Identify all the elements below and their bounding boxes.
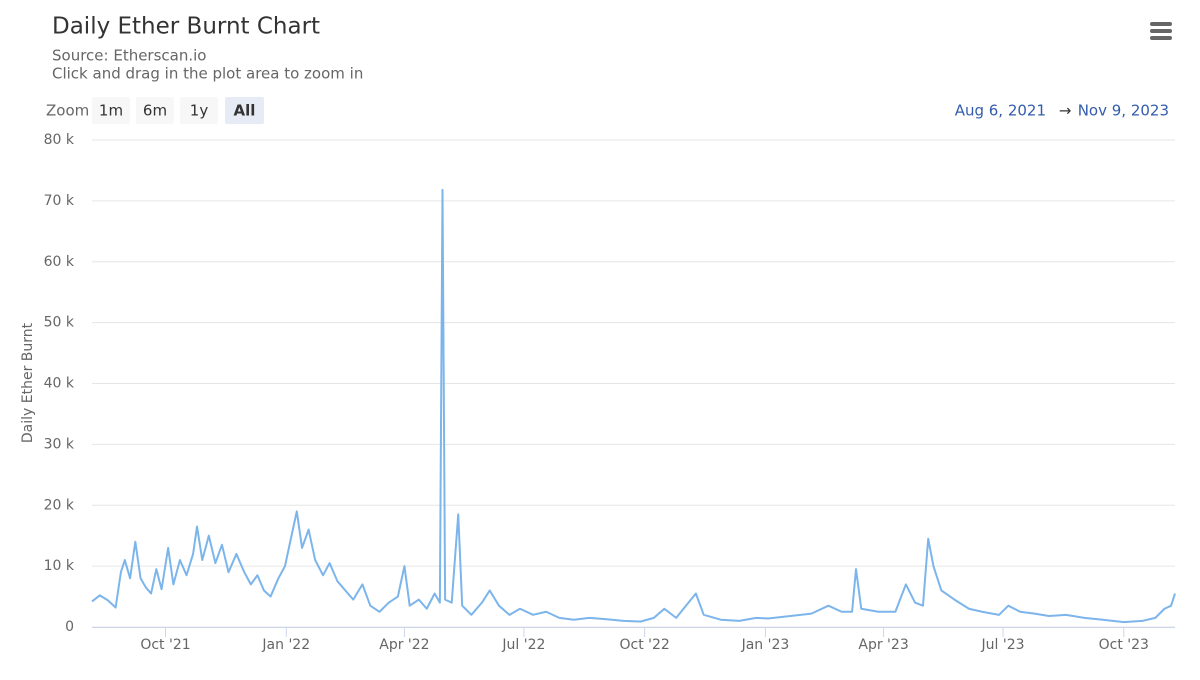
zoom-label: Zoom — [46, 102, 89, 120]
menu-bar — [1150, 22, 1172, 26]
data-line — [91, 188, 1176, 624]
x-tick-label: Apr '22 — [379, 637, 429, 653]
zoom-button-bg — [136, 97, 174, 124]
menu-bar — [1150, 29, 1172, 33]
y-tick-label: 0 — [65, 619, 74, 635]
zoom-button-bg — [92, 97, 130, 124]
zoom-button-bg — [180, 97, 218, 124]
x-tick-label: Jan '22 — [261, 637, 310, 653]
y-tick-label: 20 k — [44, 497, 75, 513]
x-tick-label: Oct '23 — [1099, 637, 1149, 653]
x-tick-label: Oct '21 — [140, 637, 190, 653]
x-tick-label: Jan '23 — [741, 637, 790, 653]
zoom-button-label: All — [234, 102, 256, 120]
x-tick-label: Apr '23 — [858, 637, 908, 653]
chart-title: Daily Ether Burnt Chart — [52, 14, 320, 40]
zoom-button-label: 6m — [143, 102, 167, 120]
y-tick-label: 10 k — [44, 558, 75, 574]
zoom-button-label: 1m — [99, 102, 123, 120]
zoom-button[interactable]: 1y — [180, 97, 218, 124]
x-tick-label: Jul '23 — [981, 637, 1025, 653]
y-tick-label: 40 k — [44, 376, 75, 392]
zoom-button-label: 1y — [190, 102, 209, 120]
x-tick-label: Oct '22 — [619, 637, 669, 653]
chart-caption: Click and drag in the plot area to zoom … — [52, 65, 363, 83]
range-from[interactable]: Aug 6, 2021 — [955, 102, 1046, 120]
y-tick-label: 60 k — [44, 254, 75, 270]
y-tick-label: 80 k — [44, 132, 75, 148]
menu-button[interactable] — [1150, 22, 1172, 40]
y-axis-title: Daily Ether Burnt — [20, 322, 36, 443]
y-tick-label: 70 k — [44, 193, 75, 209]
range-separator: → — [1059, 102, 1072, 120]
zoom-button[interactable]: 6m — [136, 97, 174, 124]
zoom-button-bg — [225, 97, 264, 124]
y-tick-label: 50 k — [44, 315, 75, 331]
x-tick-label: Jul '22 — [501, 637, 545, 653]
menu-bar — [1150, 36, 1172, 40]
zoom-button[interactable]: 1m — [92, 97, 130, 124]
zoom-button[interactable]: All — [225, 97, 264, 124]
chart-subtitle: Source: Etherscan.io — [52, 47, 206, 65]
y-tick-label: 30 k — [44, 436, 75, 452]
range-to[interactable]: Nov 9, 2023 — [1078, 102, 1169, 120]
